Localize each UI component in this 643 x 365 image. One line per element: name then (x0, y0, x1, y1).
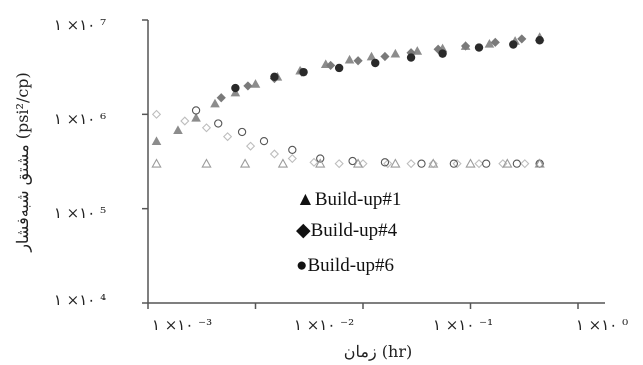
triangle-marker (534, 158, 545, 168)
triangle-marker (390, 48, 401, 58)
circle-marker (348, 156, 357, 166)
circle-marker (509, 40, 518, 49)
triangle-marker (250, 79, 261, 88)
circle-marker (299, 67, 308, 77)
diamond-marker (353, 56, 363, 66)
y-ticks (142, 19, 148, 304)
x-ticks (147, 303, 579, 309)
triangle-marker (151, 158, 162, 168)
triangle-marker (210, 98, 220, 108)
diamond-marker (269, 149, 280, 159)
triangle-marker (344, 54, 355, 64)
circle-marker (380, 158, 390, 167)
legend-label: Build-up#6 (307, 255, 394, 276)
triangle-marker (484, 38, 495, 48)
legend-entry-build-up-1: ▲Build-up#1 (296, 189, 401, 210)
diamond-marker (216, 93, 226, 103)
diamond-marker (517, 34, 527, 44)
diamond-marker (243, 81, 253, 91)
legend-label: Build-up#4 (311, 220, 398, 241)
diamond-marker (326, 60, 336, 71)
diamond-marker (309, 157, 319, 167)
diamond-marker (406, 159, 416, 169)
triangle-marker (151, 136, 162, 145)
triangle-marker (191, 112, 201, 122)
x-tick-label: ۱ ×۱۰ ⁰ (576, 316, 628, 334)
triangle-marker (352, 158, 364, 168)
x-tick-label: ۱ ×۱۰ ⁻¹ (433, 316, 493, 334)
legend-label: Build-up#1 (315, 189, 402, 210)
diamond-marker (520, 159, 530, 169)
legend-entry-build-up-4: ◆Build-up#4 (296, 220, 398, 241)
legend: ▲Build-up#1 ◆Build-up#4 ●Build-up#6 (296, 189, 401, 276)
y-tick-label: ۱ ×۱۰ ⁷ (54, 16, 106, 34)
diamond-marker (380, 51, 390, 62)
circle-marker (474, 43, 484, 52)
triangle-marker (428, 158, 439, 168)
circle-marker (214, 119, 223, 128)
circle-marker (535, 36, 544, 45)
circle-marker (449, 159, 458, 168)
circle-marker (482, 159, 491, 168)
diamond-marker (201, 123, 212, 133)
diamond-marker (180, 116, 190, 126)
circle-marker (259, 136, 269, 146)
legend-symbol: ◆ (296, 220, 311, 241)
circle-marker (237, 127, 247, 137)
legend-symbol: ▲ (296, 189, 315, 210)
triangle-marker (277, 158, 289, 168)
circle-marker (406, 53, 416, 62)
x-tick-label: ۱ ×۱۰ ⁻² (294, 316, 354, 334)
triangle-marker (315, 158, 326, 168)
diamond-marker (406, 48, 416, 58)
circle-marker (438, 49, 447, 58)
triangle-marker (366, 51, 377, 61)
diamond-marker (460, 41, 471, 51)
data-points (151, 32, 545, 169)
y-tick-labels: ۱ ×۱۰ ⁷ ۱ ×۱۰ ⁶ ۱ ×۱۰ ⁵ ۱ ×۱۰ ⁴ (54, 16, 106, 309)
y-axis-label: مشتق شبه‌فشار (psi²/cp) (13, 72, 32, 253)
circle-marker (512, 159, 522, 168)
diamond-marker (287, 153, 297, 164)
triangle-marker (502, 158, 513, 168)
y-tick-label: ۱ ×۱۰ ⁴ (54, 291, 106, 309)
diamond-marker (223, 132, 233, 142)
circle-marker (191, 106, 201, 115)
diamond-marker (452, 159, 462, 169)
triangle-marker (390, 158, 401, 168)
legend-entry-build-up-6: ●Build-up#6 (296, 255, 394, 276)
diamond-marker (490, 37, 500, 47)
circle-marker (270, 72, 279, 81)
diamond-marker (474, 159, 484, 169)
circle-marker (371, 58, 380, 68)
legend-symbol: ● (296, 255, 307, 276)
x-axis-label: زمان (hr) (344, 342, 412, 361)
circle-marker (334, 63, 344, 73)
diamond-marker (151, 109, 162, 119)
circle-marker (231, 83, 240, 93)
triangle-marker (201, 158, 212, 168)
circle-marker (417, 159, 426, 168)
diamond-marker (246, 141, 256, 151)
y-tick-label: ۱ ×۱۰ ⁵ (54, 204, 106, 222)
circle-marker (316, 154, 325, 163)
triangle-marker (239, 158, 251, 168)
diamond-marker (334, 159, 344, 169)
diamond-marker (383, 159, 393, 169)
y-tick-label: ۱ ×۱۰ ⁶ (54, 110, 106, 128)
triangle-marker (173, 125, 183, 134)
x-tick-labels: ۱ ×۱۰ ⁻³ ۱ ×۱۰ ⁻² ۱ ×۱۰ ⁻¹ ۱ ×۱۰ ⁰ (152, 316, 628, 334)
triangle-marker (465, 158, 476, 168)
circle-marker (288, 145, 297, 155)
x-tick-label: ۱ ×۱۰ ⁻³ (152, 316, 212, 334)
